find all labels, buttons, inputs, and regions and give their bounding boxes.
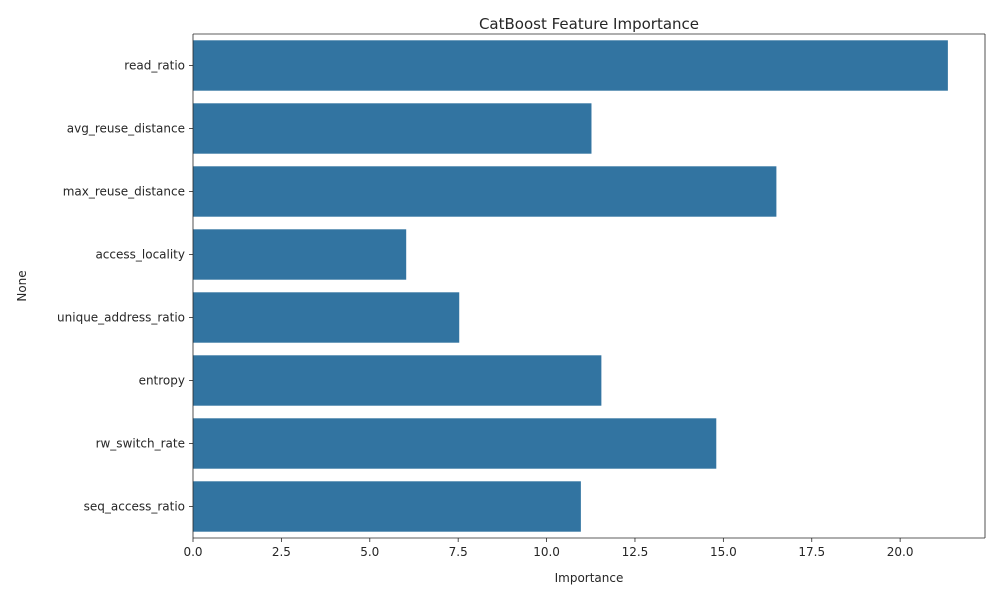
x-tick-label: 0.0 xyxy=(183,545,202,559)
bar-read-ratio xyxy=(193,40,948,91)
y-tick-label: entropy xyxy=(139,374,185,388)
bar-access-locality xyxy=(193,229,407,280)
chart-title: CatBoost Feature Importance xyxy=(479,15,699,33)
y-tick-label: avg_reuse_distance xyxy=(67,122,185,136)
y-tick-label: read_ratio xyxy=(124,59,185,73)
y-axis-title: None xyxy=(15,270,29,301)
x-tick-label: 12.5 xyxy=(622,545,649,559)
y-tick-label: unique_address_ratio xyxy=(57,311,185,325)
x-tick-label: 5.0 xyxy=(360,545,379,559)
x-tick-label: 2.5 xyxy=(272,545,291,559)
y-tick-label: max_reuse_distance xyxy=(63,185,185,199)
bar-rw-switch-rate xyxy=(193,418,717,469)
bar-seq-access-ratio xyxy=(193,481,581,532)
x-tick-label: 17.5 xyxy=(798,545,825,559)
bars-group xyxy=(193,40,948,532)
y-tick-label: seq_access_ratio xyxy=(84,500,185,514)
bar-entropy xyxy=(193,355,602,406)
x-tick-label: 7.5 xyxy=(449,545,468,559)
x-ticks-group: 0.0 2.5 5.0 7.5 10.0 12.5 15.0 17.5 20.0 xyxy=(183,538,914,559)
x-tick-label: 15.0 xyxy=(710,545,737,559)
y-ticks-group: read_ratio avg_reuse_distance max_reuse_di… xyxy=(57,59,193,514)
bar-avg-reuse-distance xyxy=(193,103,592,154)
bar-max-reuse-distance xyxy=(193,166,777,217)
bar-unique-address-ratio xyxy=(193,292,460,343)
x-tick-label: 20.0 xyxy=(887,545,914,559)
x-axis-title: Importance xyxy=(555,571,624,585)
y-tick-label: rw_switch_rate xyxy=(96,437,185,451)
x-tick-label: 10.0 xyxy=(533,545,560,559)
y-tick-label: access_locality xyxy=(95,248,185,262)
